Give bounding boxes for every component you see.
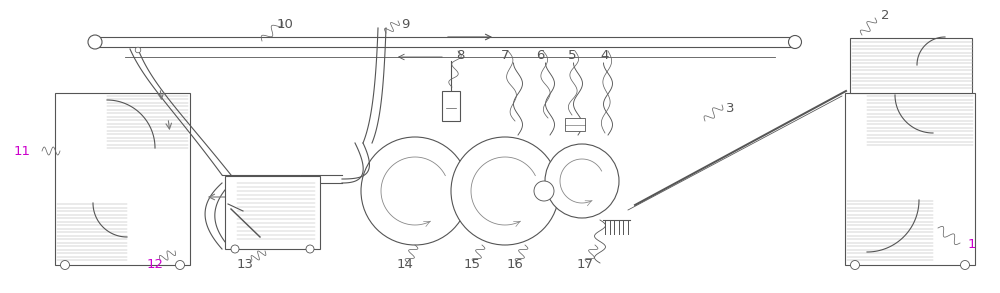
Text: 15: 15 — [464, 258, 480, 272]
Circle shape — [545, 144, 619, 218]
Circle shape — [850, 260, 859, 270]
Bar — [55, 93, 190, 265]
Bar — [850, 38, 972, 93]
Circle shape — [135, 47, 141, 53]
Bar — [845, 93, 975, 265]
Text: 7: 7 — [501, 49, 509, 62]
Circle shape — [176, 260, 185, 270]
Circle shape — [534, 181, 554, 201]
Text: 2: 2 — [881, 8, 889, 21]
Text: 10: 10 — [277, 18, 293, 32]
Circle shape — [306, 245, 314, 253]
Text: 12: 12 — [147, 258, 164, 272]
Text: 16: 16 — [507, 258, 523, 272]
Circle shape — [451, 137, 559, 245]
Circle shape — [61, 260, 70, 270]
Text: 8: 8 — [456, 49, 464, 62]
Text: 1: 1 — [968, 239, 976, 251]
Text: 9: 9 — [401, 18, 409, 32]
Bar — [442, 91, 460, 121]
Text: 13: 13 — [237, 258, 254, 272]
Circle shape — [788, 35, 802, 49]
Circle shape — [361, 137, 469, 245]
Text: 5: 5 — [568, 49, 576, 62]
Circle shape — [231, 245, 239, 253]
Circle shape — [88, 35, 102, 49]
Bar — [225, 176, 320, 249]
Text: 3: 3 — [726, 101, 734, 115]
Text: 17: 17 — [576, 258, 594, 272]
Bar — [565, 118, 585, 131]
Text: 11: 11 — [14, 144, 31, 158]
Circle shape — [960, 260, 970, 270]
Text: 4: 4 — [601, 49, 609, 62]
Text: 14: 14 — [397, 258, 413, 272]
Text: 6: 6 — [536, 49, 544, 62]
